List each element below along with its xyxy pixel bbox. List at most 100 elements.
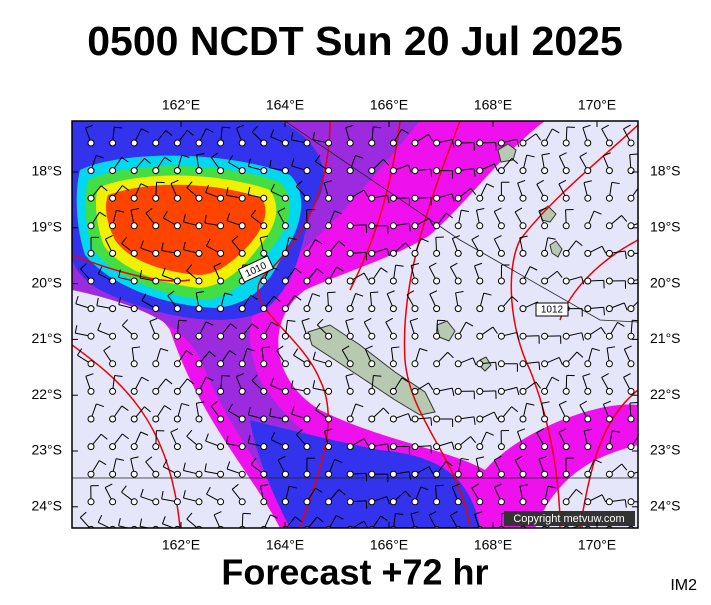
barb-station [542,361,548,367]
barb-station [110,278,116,284]
barb-station [196,416,202,422]
barb-station [520,444,526,450]
barb-station [218,223,224,229]
barb-station [585,444,591,450]
barb-station [520,168,526,174]
barb-station [563,499,569,505]
barb-station [542,471,548,477]
barb-station [434,278,440,284]
barb-station [390,499,396,505]
barb-station [218,471,224,477]
barb-station [196,471,202,477]
barb-station [477,333,483,339]
barb-station [261,278,267,284]
barb-station [434,361,440,367]
barb-station [412,416,418,422]
barb-station [628,444,634,450]
barb-station [88,471,94,477]
barb-station [477,361,483,367]
barb-station [347,416,353,422]
barb-station [412,195,418,201]
barb-station [390,361,396,367]
barb-station [239,471,245,477]
barb-station [174,223,180,229]
isobar-label: 1012 [541,305,564,316]
lon-label: 166°E [370,537,408,553]
barb-station [563,250,569,256]
barb-station [326,416,332,422]
barb-station [282,250,288,256]
barb-station [239,140,245,146]
barb-station [455,278,461,284]
barb-station [326,306,332,312]
barb-feather [179,320,187,321]
barb-station [347,250,353,256]
barb-station [369,499,375,505]
barb-station [390,168,396,174]
barb-station [131,223,137,229]
barb-station [196,223,202,229]
barb-station [110,250,116,256]
barb-station [412,306,418,312]
barb-station [498,471,504,477]
barb-station [606,168,612,174]
barb-station [520,333,526,339]
barb-station [347,361,353,367]
barb-station [455,140,461,146]
barb-station [218,278,224,284]
barb-station [455,250,461,256]
barb-feather [431,169,432,177]
barb-station [585,140,591,146]
barb-station [369,361,375,367]
barb-feather [373,127,381,128]
barb-station [153,444,159,450]
barb-station [110,444,116,450]
barb-station [261,250,267,256]
barb-station [369,306,375,312]
image-code: IM2 [670,577,697,594]
barb-station [239,361,245,367]
barb-feather [630,154,638,155]
lat-label: 20°S [31,274,62,290]
barb-station [412,250,418,256]
barb-station [455,444,461,450]
barb-station [563,444,569,450]
barb-station [434,140,440,146]
barb-station [628,250,634,256]
barb-station [218,444,224,450]
barb-station [131,195,137,201]
barb-station [628,333,634,339]
barb-station [434,223,440,229]
barb-station [628,306,634,312]
barb-station [261,444,267,450]
barb-feather [630,402,638,403]
barb-station [369,195,375,201]
barb-station [88,195,94,201]
barb-station [498,499,504,505]
barb-station [304,499,310,505]
barb-station [455,333,461,339]
barb-station [606,140,612,146]
barb-station [304,306,310,312]
barb-station [585,361,591,367]
barb-station [304,250,310,256]
barb-station [498,388,504,394]
lat-label: 22°S [31,386,62,402]
barb-station [153,168,159,174]
barb-station [434,471,440,477]
barb-station [606,223,612,229]
barb-station [282,471,288,477]
barb-station [498,250,504,256]
barb-station [585,278,591,284]
barb-station [131,140,137,146]
barb-station [390,278,396,284]
barb-station [606,444,612,450]
barb-station [563,388,569,394]
barb-station [218,361,224,367]
barb-station [390,140,396,146]
barb-station [88,250,94,256]
barb-station [477,195,483,201]
barb-station [563,416,569,422]
